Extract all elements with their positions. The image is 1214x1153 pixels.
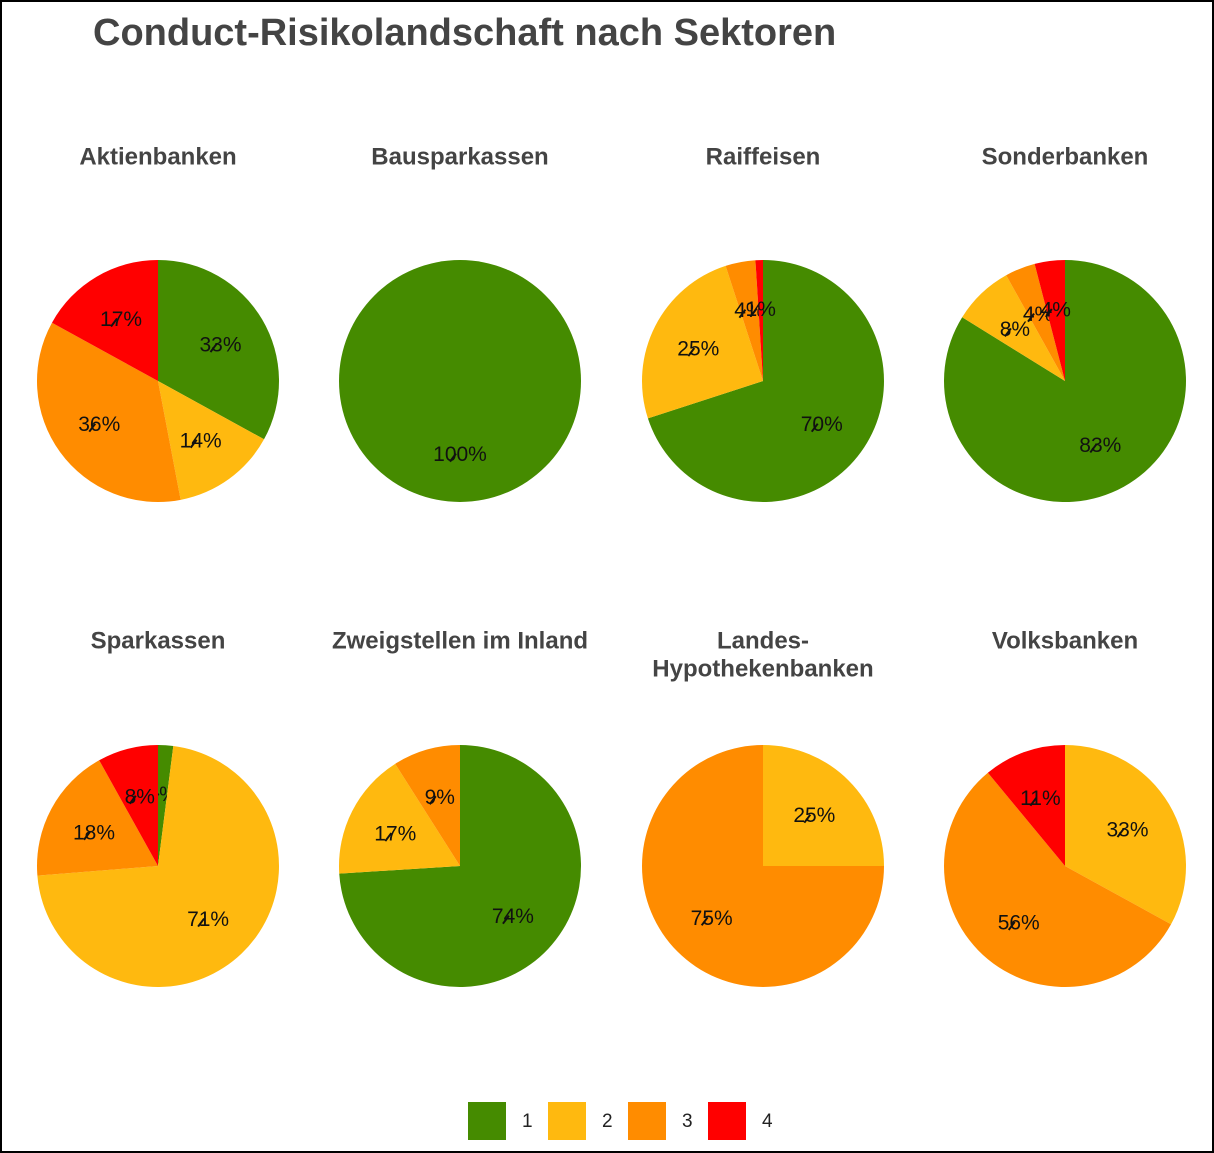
pie-slice — [339, 763, 460, 874]
pie-slice — [51, 260, 159, 381]
pie-slice — [1006, 263, 1065, 381]
value-label: 1% — [746, 298, 776, 321]
label-leader — [128, 795, 137, 805]
pie-slice — [763, 745, 884, 866]
legend-label: 4 — [762, 1111, 773, 1132]
pie-slice — [339, 260, 581, 502]
value-label: 8% — [1000, 318, 1030, 341]
value-label: 74% — [492, 905, 534, 928]
label-leader — [197, 917, 205, 928]
value-label: 33% — [199, 334, 241, 357]
legend-swatch — [708, 1102, 746, 1140]
label-leader — [209, 343, 218, 353]
label-leader — [749, 307, 758, 318]
label-leader — [110, 317, 118, 328]
legend-swatch — [468, 1102, 506, 1140]
label-leader — [738, 309, 747, 319]
pie-title: Sparkassen — [91, 627, 226, 654]
pie-title: Volksbanken — [992, 627, 1138, 654]
pie-slice — [36, 322, 181, 502]
pie-slice — [647, 260, 884, 502]
label-leader — [189, 439, 198, 449]
pie-slice — [158, 745, 174, 866]
value-label: 25% — [793, 804, 835, 827]
value-label: 8% — [125, 785, 155, 808]
label-leader — [502, 915, 510, 925]
value-label: 70% — [801, 413, 843, 436]
pie-slice — [642, 745, 884, 987]
value-label: 71% — [187, 908, 229, 931]
label-leader — [803, 814, 812, 824]
value-label: 25% — [677, 338, 719, 361]
label-leader — [384, 832, 393, 842]
pie-title: Landes- — [717, 627, 809, 654]
pie-slice — [158, 381, 265, 500]
value-label: 9% — [425, 786, 455, 809]
pie-slice — [755, 260, 763, 381]
label-leader — [1089, 443, 1098, 454]
label-leader — [1029, 797, 1038, 807]
pie-slice — [1034, 260, 1065, 381]
label-leader — [700, 916, 709, 926]
label-leader — [83, 831, 91, 841]
pie-slice — [943, 772, 1172, 988]
value-label: 33% — [1106, 819, 1148, 842]
value-label: 100% — [433, 443, 487, 466]
pie-slice — [339, 745, 581, 987]
value-label: 56% — [998, 911, 1040, 934]
value-label: 83% — [1079, 434, 1121, 457]
value-label: 4% — [1023, 303, 1053, 326]
pie-title: Hypothekenbanken — [652, 655, 873, 682]
label-leader — [1004, 327, 1012, 338]
pie-title: Zweigstellen im Inland — [332, 627, 588, 654]
value-label: 14% — [180, 429, 222, 452]
label-leader — [810, 423, 819, 433]
pie-slice — [725, 260, 763, 381]
value-label: 18% — [73, 821, 115, 844]
label-leader — [428, 795, 437, 805]
label-leader — [687, 347, 696, 357]
pie-slice — [987, 745, 1065, 866]
value-label: 17% — [100, 308, 142, 331]
legend-label: 1 — [522, 1111, 533, 1132]
value-label: 17% — [374, 823, 416, 846]
value-label: 75% — [691, 907, 733, 930]
pie-slice — [37, 745, 280, 987]
label-leader — [1027, 313, 1035, 323]
pie-slice — [1065, 745, 1186, 925]
label-leader — [449, 453, 457, 463]
label-leader — [1045, 308, 1053, 318]
value-label: 36% — [78, 413, 120, 436]
legend-label: 3 — [682, 1111, 693, 1132]
value-label: 4% — [1041, 299, 1071, 322]
label-leader — [1116, 828, 1125, 838]
pie-slice — [158, 260, 279, 440]
pie-slice — [962, 275, 1065, 381]
legend-swatch — [548, 1102, 586, 1140]
value-label: 11% — [1020, 787, 1060, 810]
pie-title: Sonderbanken — [982, 143, 1149, 170]
pie-slice — [37, 760, 159, 876]
pie-title: Raiffeisen — [706, 143, 821, 170]
value-label: 4% — [734, 299, 764, 322]
pie-slice — [99, 745, 158, 866]
label-leader — [88, 423, 97, 433]
label-leader — [1007, 921, 1016, 931]
pie-title: Bausparkassen — [371, 143, 548, 170]
pie-slice — [395, 745, 460, 866]
pie-slice — [642, 265, 763, 419]
legend-swatch — [628, 1102, 666, 1140]
pie-title: Aktienbanken — [79, 143, 236, 170]
legend-label: 2 — [602, 1111, 613, 1132]
chart-title: Conduct-Risikolandschaft nach Sektoren — [93, 12, 836, 54]
